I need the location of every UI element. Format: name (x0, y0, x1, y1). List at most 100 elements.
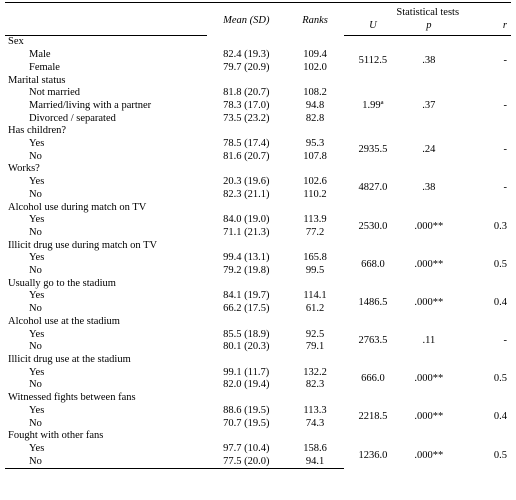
group-label: Works? (8, 163, 40, 175)
p-cell: .38 (422, 55, 436, 67)
data-row: Married/living with a partner 78.3 (17.0)… (5, 100, 511, 113)
p-cell: .37 (422, 99, 436, 111)
data-row: No 66.2 (17.5) 61.2 (5, 303, 511, 316)
mean-cell: 81.8 (20.7) (223, 87, 270, 99)
ranks-cell: 158.6 (303, 442, 327, 454)
r-cell: 0.3 (493, 220, 507, 232)
ranks-cell: 61.2 (305, 303, 325, 315)
u-cell: 2530.0 (358, 220, 388, 232)
mean-cell: 20.3 (19.6) (223, 176, 270, 188)
u-cell: 666.0 (361, 373, 385, 385)
ranks-cell: 99.5 (305, 265, 325, 277)
r-cell: 0.4 (493, 296, 507, 308)
data-row: No 79.2 (19.8) 99.5 (5, 265, 511, 278)
cell (207, 75, 511, 88)
p-cell: .38 (422, 182, 436, 194)
mean-cell: 77.5 (20.0) (206, 455, 286, 470)
ranks-cell: 74.3 (305, 417, 325, 429)
group-row: Fought with other fans (5, 430, 511, 443)
header-r: r (456, 19, 511, 37)
data-row: Divorced / separated 73.5 (23.2) 82.8 (5, 113, 511, 126)
mean-cell: 97.7 (10.4) (223, 442, 270, 454)
cell (207, 240, 511, 253)
p-cell: .000** (414, 373, 444, 385)
data-row: No 82.0 (19.4) 82.3 (5, 379, 511, 392)
ranks-cell: 77.2 (305, 226, 325, 238)
p-cell: .000** (414, 411, 444, 423)
group-label: Illicit drug use at the stadium (8, 353, 131, 365)
data-row: Female 79.7 (20.9) 102.0 (5, 62, 511, 75)
mean-cell: 84.0 (19.0) (223, 214, 270, 226)
row-label: No (5, 455, 207, 470)
cell (207, 202, 511, 215)
p-cell: .24 (422, 144, 436, 156)
r-cell: 0.5 (493, 373, 507, 385)
ranks-cell: 114.1 (303, 290, 327, 302)
r-cell: - (503, 144, 508, 156)
group-row: Works? (5, 163, 511, 176)
ranks-cell: 102.0 (303, 61, 327, 73)
row-label: Yes (29, 252, 45, 264)
group-row: Illicit drug use at the stadium (5, 354, 511, 367)
cell (207, 354, 511, 367)
row-label: Yes (29, 176, 45, 188)
mean-cell: 99.1 (11.7) (223, 366, 270, 378)
u-cell: 5112.5 (358, 55, 388, 67)
u-cell: 1.99ª (362, 99, 384, 111)
mean-cell: 99.4 (13.1) (223, 252, 270, 264)
group-label: Witnessed fights between fans (8, 392, 136, 404)
u-cell: 2935.5 (358, 144, 388, 156)
data-row: Yes 78.5 (17.4) 95.3 2935.5 .24 - (5, 138, 511, 155)
mean-cell: 80.1 (20.3) (223, 341, 270, 353)
group-row: Alcohol use at the stadium (5, 316, 511, 329)
mean-cell: 70.7 (19.5) (223, 417, 270, 429)
row-label: Yes (29, 366, 45, 378)
row-label: Divorced / separated (29, 112, 116, 124)
u-cell: 1486.5 (358, 296, 388, 308)
ranks-cell: 82.8 (305, 112, 325, 124)
u-cell: 1236.0 (358, 449, 388, 461)
group-label: Has children? (8, 125, 67, 137)
cell (207, 278, 511, 291)
data-row: Not married 81.8 (20.7) 108.2 1.99ª .37 - (5, 87, 511, 111)
mean-cell: 71.1 (21.3) (223, 226, 270, 238)
row-label: Yes (29, 442, 45, 454)
group-row: Alcohol use during match on TV (5, 202, 511, 215)
group-row: Has children? (5, 125, 511, 138)
mean-cell: 78.3 (17.0) (223, 99, 270, 111)
cell (207, 430, 511, 443)
ranks-cell: 92.5 (305, 328, 325, 340)
cell (207, 163, 511, 176)
row-label: Yes (29, 328, 45, 340)
row-label: No (29, 188, 42, 200)
header-p: p (401, 19, 457, 37)
ranks-cell: 82.3 (305, 379, 325, 391)
data-row: No 80.1 (20.3) 79.1 (5, 341, 511, 354)
mean-cell: 79.7 (20.9) (223, 61, 270, 73)
group-row: Sex (5, 36, 511, 49)
header-ranks: Ranks (285, 1, 345, 36)
group-label: Sex (8, 36, 24, 48)
r-cell: 0.5 (493, 449, 507, 461)
row-label: Married/living with a partner (29, 99, 152, 111)
r-cell: 0.5 (493, 258, 507, 270)
group-label: Fought with other fans (8, 430, 104, 442)
u-cell: 2763.5 (358, 334, 388, 346)
group-label: Illicit drug use during match on TV (8, 239, 158, 251)
mean-cell: 88.6 (19.5) (223, 404, 270, 416)
cell (207, 316, 511, 329)
ranks-cell: 132.2 (303, 366, 327, 378)
ranks-cell: 109.4 (303, 49, 327, 61)
group-row: Marital status (5, 75, 511, 88)
mean-cell: 82.0 (19.4) (223, 379, 270, 391)
data-row: No 82.3 (21.1) 110.2 (5, 189, 511, 202)
row-label: No (29, 417, 42, 429)
data-row: Yes 88.6 (19.5) 113.3 2218.5 .000** 0.4 (5, 404, 511, 422)
group-label: Alcohol use at the stadium (8, 315, 120, 327)
p-cell: .11 (422, 334, 436, 346)
ranks-cell: 79.1 (305, 341, 325, 353)
row-label: No (29, 341, 42, 353)
mean-cell: 73.5 (23.2) (223, 112, 270, 124)
header-stats: Statistical tests (344, 1, 511, 20)
mean-cell: 85.5 (18.9) (223, 328, 270, 340)
